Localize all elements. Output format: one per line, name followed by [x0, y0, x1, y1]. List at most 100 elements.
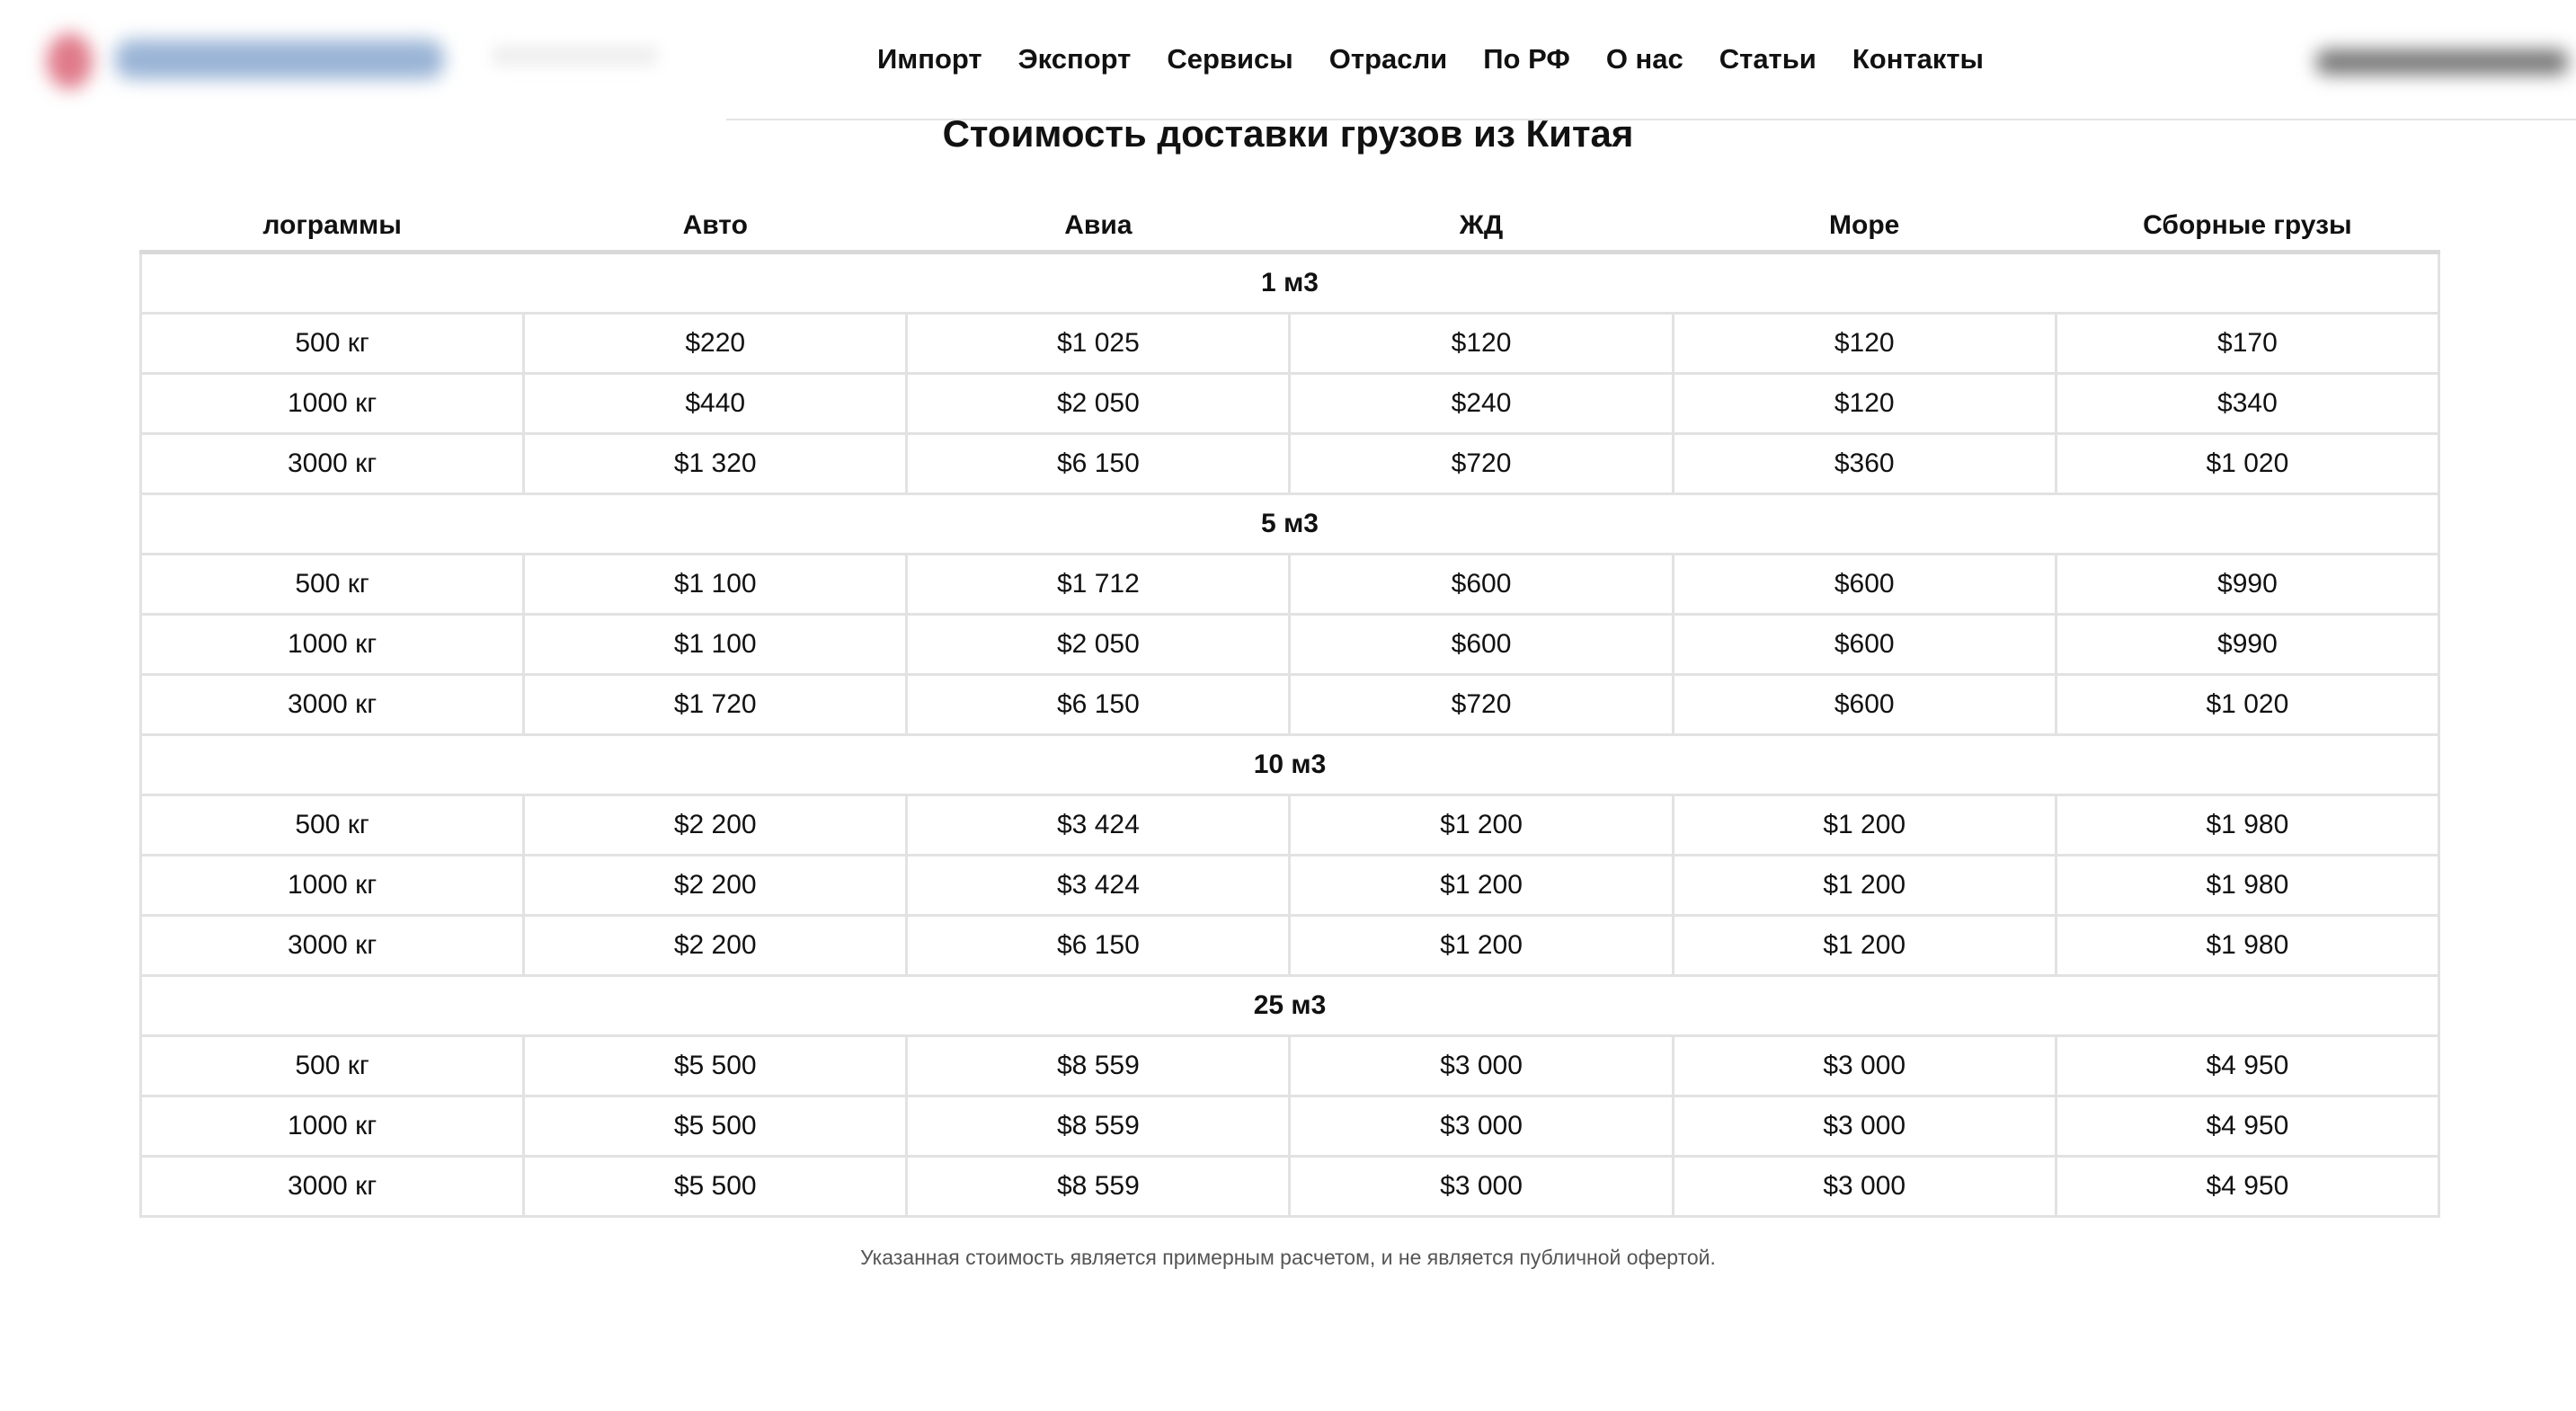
nav-item[interactable]: Импорт [877, 43, 982, 75]
table-row: 1000 кг $2 200 $3 424 $1 200 $1 200 $1 980 [138, 854, 2441, 917]
column-header: лограммы [140, 201, 524, 254]
table-row: 500 кг $5 500 $8 559 $3 000 $3 000 $4 950 [138, 1034, 2441, 1097]
table-cell: 3000 кг [138, 673, 526, 736]
table-cell: $720 [1288, 432, 1674, 495]
table-row: 500 кг $2 200 $3 424 $1 200 $1 200 $1 980 [138, 794, 2441, 856]
phone-number[interactable] [2316, 49, 2568, 75]
table-cell: $3 000 [1288, 1095, 1674, 1158]
table-cell: $600 [1671, 613, 2057, 676]
group-label: 1 м3 [139, 251, 2440, 315]
table-cell: $1 025 [905, 312, 1292, 375]
header-row: лограммы Авто Авиа ЖД Море Сборные грузы [140, 201, 2439, 254]
table-row: 500 кг $220 $1 025 $120 $120 $170 [138, 312, 2441, 375]
page-title: Стоимость доставки грузов из Китая [942, 112, 1634, 155]
table-cell: $1 100 [522, 553, 909, 616]
logo[interactable] [33, 23, 444, 95]
main-content: Стоимость доставки грузов из Китая логра… [0, 111, 2576, 1270]
table-cell: 3000 кг [138, 1155, 526, 1218]
table-cell: $2 200 [522, 914, 909, 977]
nav-item[interactable]: Отрасли [1328, 43, 1448, 75]
table-row: 3000 кг $5 500 $8 559 $3 000 $3 000 $4 950 [138, 1155, 2441, 1218]
table-cell: $3 000 [1288, 1155, 1674, 1218]
table-cell: $1 100 [522, 613, 909, 676]
table-row: 3000 кг $1 320 $6 150 $720 $360 $1 020 [138, 432, 2441, 495]
table-cell: 1000 кг [138, 854, 526, 917]
table-cell: $3 424 [905, 794, 1292, 856]
nav-item[interactable]: О нас [1605, 43, 1683, 75]
table-row: 1000 кг $1 100 $2 050 $600 $600 $990 [138, 613, 2441, 676]
group-label: 25 м3 [139, 974, 2440, 1037]
table-cell: $1 020 [2054, 673, 2441, 736]
table-cell: $360 [1671, 432, 2057, 495]
table-cell: 1000 кг [138, 1095, 526, 1158]
table-cell: $2 050 [905, 613, 1292, 676]
table-cell: $2 200 [522, 854, 909, 917]
logo-tagline [493, 46, 657, 66]
table-cell: $8 559 [905, 1034, 1292, 1097]
table-cell: $4 950 [2054, 1034, 2441, 1097]
table-cell: 3000 кг [138, 914, 526, 977]
group-row: 25 м3 [139, 974, 2440, 1037]
table-cell: $3 000 [1671, 1034, 2057, 1097]
disclaimer: Указанная стоимость является примерным р… [860, 1246, 1716, 1269]
table-cell: $8 559 [905, 1095, 1292, 1158]
table-cell: $4 950 [2054, 1095, 2441, 1158]
table-cell: $240 [1288, 372, 1674, 435]
table-row: 1000 кг $5 500 $8 559 $3 000 $3 000 $4 950 [138, 1095, 2441, 1158]
table-cell: $1 712 [905, 553, 1292, 616]
table-cell: $1 200 [1671, 914, 2057, 977]
group-label: 10 м3 [139, 733, 2440, 796]
table-cell: $600 [1288, 553, 1674, 616]
table-row: 1000 кг $440 $2 050 $240 $120 $340 [138, 372, 2441, 435]
table-cell: $1 320 [522, 432, 909, 495]
column-header: Сборные грузы [2056, 201, 2439, 254]
table-cell: $1 200 [1288, 794, 1674, 856]
table-cell: 500 кг [138, 1034, 526, 1097]
table-cell: $600 [1671, 673, 2057, 736]
header-divider [726, 119, 2576, 120]
table-cell: $1 200 [1288, 854, 1674, 917]
table-cell: 500 кг [138, 794, 526, 856]
table-cell: 500 кг [138, 553, 526, 616]
main-nav: Импорт Экспорт Сервисы Отрасли По РФ О нас Ста… [877, 43, 1984, 75]
table-cell: $6 150 [905, 432, 1292, 495]
table-cell: $1 020 [2054, 432, 2441, 495]
table-cell: $440 [522, 372, 909, 435]
table-row: 500 кг $1 100 $1 712 $600 $600 $990 [138, 553, 2441, 616]
column-header: Море [1673, 201, 2056, 254]
table-cell: $1 200 [1288, 914, 1674, 977]
table-cell: $8 559 [905, 1155, 1292, 1218]
table-cell: $720 [1288, 673, 1674, 736]
table-cell: $990 [2054, 613, 2441, 676]
logo-text [115, 40, 444, 79]
price-table: лограммы Авто Авиа ЖД Море Сборные грузы 1 м3 5… [138, 201, 2441, 1218]
table-cell: 500 кг [138, 312, 526, 375]
table-cell: $4 950 [2054, 1155, 2441, 1218]
table-cell: $170 [2054, 312, 2441, 375]
nav-item[interactable]: Статьи [1719, 43, 1817, 75]
table-cell: $3 424 [905, 854, 1292, 917]
table-cell: $3 000 [1288, 1034, 1674, 1097]
group-row: 5 м3 [139, 493, 2440, 555]
group-label: 5 м3 [139, 493, 2440, 555]
table-cell: $220 [522, 312, 909, 375]
table-cell: $3 000 [1671, 1155, 2057, 1218]
column-header: Авто [523, 201, 907, 254]
nav-item[interactable]: По РФ [1483, 43, 1570, 75]
logo-mark-icon [47, 33, 93, 89]
nav-item[interactable]: Контакты [1852, 43, 1985, 75]
table-cell: $3 000 [1671, 1095, 2057, 1158]
table-cell: $1 200 [1671, 854, 2057, 917]
table-cell: 1000 кг [138, 372, 526, 435]
table-cell: $120 [1671, 312, 2057, 375]
table-cell: $340 [2054, 372, 2441, 435]
table-cell: $5 500 [522, 1095, 909, 1158]
table-cell: $6 150 [905, 673, 1292, 736]
table-cell: $1 980 [2054, 794, 2441, 856]
column-header: Авиа [906, 201, 1290, 254]
nav-item[interactable]: Экспорт [1017, 43, 1132, 75]
table-cell: 3000 кг [138, 432, 526, 495]
table-cell: $1 980 [2054, 854, 2441, 917]
nav-item[interactable]: Сервисы [1167, 43, 1293, 75]
table-cell: $6 150 [905, 914, 1292, 977]
